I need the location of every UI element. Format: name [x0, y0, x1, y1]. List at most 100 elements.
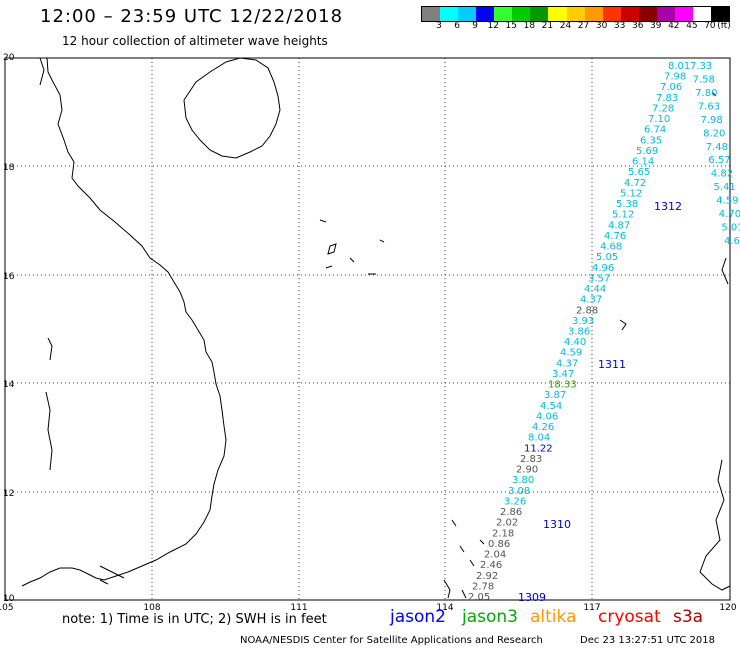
legend-swatch — [494, 7, 513, 21]
wave-height-value: 4.6 — [724, 236, 740, 247]
wave-height-value: 8.04 — [528, 433, 550, 444]
wave-height-value: 4.59 — [716, 196, 738, 207]
coastline — [21, 57, 731, 599]
wave-height-value: 7.06 — [660, 82, 682, 93]
longitude-label: 117 — [583, 603, 600, 613]
wave-height-value: 7.33 — [690, 61, 712, 72]
wave-height-value: 7.63 — [698, 101, 720, 112]
legend-swatch — [476, 7, 495, 21]
wave-height-value: 2.02 — [496, 518, 518, 529]
legend-tick: 24 — [559, 21, 572, 31]
pass-number-label: 1311 — [598, 358, 626, 371]
wave-height-value: 4.82 — [711, 169, 733, 180]
pass-number-label: 1312 — [654, 200, 682, 213]
legend-swatch — [584, 7, 603, 21]
wave-height-value: 2.92 — [476, 571, 498, 582]
wave-height-value: 18.33 — [548, 380, 577, 391]
lat-lon-grid — [5, 58, 730, 600]
legend-tick-labels: 3 6 9 12 15 18 21 24 27 30 33 36 39 42 45 70 (ft) — [421, 21, 740, 33]
legend-tick: 36 — [631, 21, 644, 31]
wave-height-value: 4.96 — [592, 263, 614, 274]
wave-height-value: 4.26 — [532, 422, 554, 433]
legend-tick: 21 — [541, 21, 554, 31]
wave-height-value: 5.01 — [721, 223, 740, 234]
legend-swatch — [512, 7, 531, 21]
wave-height-value: 4.87 — [608, 220, 630, 231]
legend-swatch — [566, 7, 585, 21]
wave-height-value: 2.90 — [516, 465, 538, 476]
latitude-label: 12 — [3, 489, 14, 499]
legend-tick: 18 — [523, 21, 536, 31]
map-title: 12:00 – 23:59 UTC 12/22/2018 — [40, 6, 344, 27]
legend-swatch — [530, 7, 549, 21]
wave-height-value: 4.40 — [564, 337, 586, 348]
legend-swatch — [674, 7, 693, 21]
longitude-label: 111 — [290, 603, 307, 613]
wave-height-value: 3.93 — [572, 316, 594, 327]
legend-swatch — [602, 7, 621, 21]
legend-unit: (ft) — [717, 21, 731, 31]
wave-height-value: 4.44 — [584, 284, 606, 295]
latitude-label: 18 — [3, 163, 15, 173]
longitude-labels: 105 108 111 114 117 120 — [0, 603, 737, 613]
wave-height-value: 3.08 — [508, 486, 530, 497]
legend-swatch — [656, 7, 675, 21]
wave-height-value: 4.06 — [536, 412, 558, 423]
wave-height-value: 3.57 — [588, 273, 610, 284]
latitude-label: 16 — [3, 272, 15, 282]
legend-tick: 3 — [436, 21, 442, 31]
legend-swatch — [440, 7, 459, 21]
wave-height-value: 2.83 — [520, 454, 542, 465]
wave-height-value: 7.10 — [648, 114, 670, 125]
legend-swatch — [548, 7, 567, 21]
legend-tick: 70 — [704, 21, 716, 31]
longitude-label: 108 — [143, 603, 160, 613]
wave-height-value: 4.68 — [600, 242, 622, 253]
wave-height-value: 0.86 — [488, 539, 510, 550]
satellite-label-s3a: s3a — [673, 607, 704, 627]
satellite-label-jason3: jason3 — [462, 607, 518, 627]
wave-height-value: 4.54 — [540, 401, 562, 412]
wave-height-value: 5.41 — [714, 182, 736, 193]
wave-height-value: 2.86 — [500, 507, 522, 518]
wave-height-value: 7.80 — [695, 88, 717, 99]
wave-height-value: 6.14 — [632, 157, 654, 168]
altimeter-track-right: 7.33 7.58 7.80 7.63 7.98 8.20 7.48 6.57 4.82 5.41… — [690, 61, 740, 247]
altimeter-track-left: 8.017.987.067.837.287.106.746.355.696.14… — [468, 61, 690, 603]
wave-height-value: 5.38 — [616, 199, 638, 210]
legend-tick: 45 — [686, 21, 698, 31]
wave-height-value: 2.78 — [472, 581, 494, 592]
wave-height-value: 4.37 — [580, 295, 602, 306]
wave-height-value: 2.88 — [576, 305, 598, 316]
pass-number-labels: 1312 1311 1310 1309 — [518, 200, 682, 604]
wave-height-value: 3.86 — [568, 327, 590, 338]
wave-height-value: 6.57 — [708, 155, 730, 166]
wave-height-value: 7.48 — [706, 142, 728, 153]
wave-height-value: 6.74 — [644, 125, 666, 136]
wave-height-value: 11.22 — [524, 443, 553, 454]
legend-swatch — [422, 7, 441, 21]
wave-height-value: 3.87 — [544, 390, 566, 401]
legend-swatch — [711, 7, 730, 21]
legend-swatch — [458, 7, 477, 21]
wave-height-value: 4.37 — [556, 358, 578, 369]
wave-height-value: 5.12 — [620, 188, 642, 199]
credit-line: NOAA/NESDIS Center for Satellite Applica… — [240, 635, 543, 646]
wave-height-color-legend — [421, 6, 730, 22]
legend-tick: 42 — [668, 21, 680, 31]
satellite-label-altika: altika — [530, 607, 577, 627]
legend-tick: 30 — [595, 21, 608, 31]
wave-height-value: 6.35 — [640, 135, 662, 146]
latitude-label: 14 — [3, 380, 15, 390]
wave-height-value: 4.76 — [604, 231, 626, 242]
wave-height-value: 3.47 — [552, 369, 574, 380]
pass-number-label: 1310 — [543, 518, 571, 531]
legend-tick: 6 — [454, 21, 460, 31]
legend-tick: 15 — [505, 21, 518, 31]
wave-height-value: 5.65 — [628, 167, 650, 178]
wave-height-value: 4.72 — [624, 178, 646, 189]
legend-swatch — [638, 7, 657, 21]
wave-height-value: 3.26 — [504, 496, 526, 507]
wave-height-value: 4.70 — [719, 209, 740, 220]
legend-tick: 9 — [472, 21, 479, 31]
